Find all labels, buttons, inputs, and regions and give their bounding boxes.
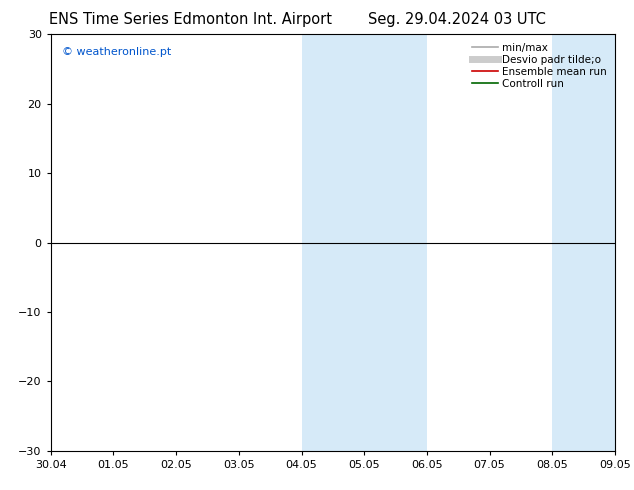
- Text: ENS Time Series Edmonton Int. Airport: ENS Time Series Edmonton Int. Airport: [49, 12, 332, 27]
- Bar: [552, 34, 584, 451]
- Bar: [302, 34, 364, 451]
- Legend: min/max, Desvio padr tilde;o, Ensemble mean run, Controll run: min/max, Desvio padr tilde;o, Ensemble m…: [469, 40, 610, 92]
- Text: © weatheronline.pt: © weatheronline.pt: [62, 47, 171, 57]
- Text: Seg. 29.04.2024 03 UTC: Seg. 29.04.2024 03 UTC: [368, 12, 545, 27]
- Bar: [364, 34, 427, 451]
- Bar: [584, 34, 615, 451]
